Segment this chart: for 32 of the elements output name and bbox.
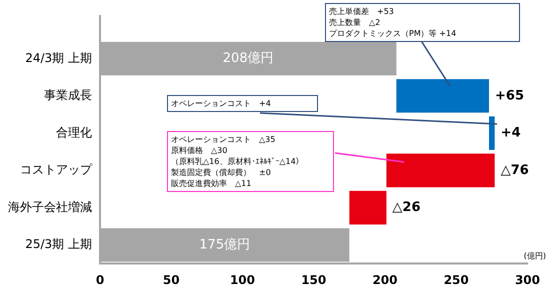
y-tick-label: 海外子会社増減 [8, 200, 92, 214]
x-tick-label: 50 [162, 272, 180, 287]
annotation: （原料乳△16、原材料･ｴﾈﾙｷﾞｰ△14） [171, 156, 305, 167]
y-tick-label: 合理化 [56, 125, 92, 140]
x-tick-label: 100 [230, 272, 256, 287]
x-tick-label: 0 [96, 272, 104, 287]
data-label: +65 [495, 88, 524, 104]
x-tick-label: 250 [444, 272, 469, 287]
x-tick-label: 300 [514, 272, 540, 287]
annotation: 原料価格 △30 [171, 145, 228, 156]
data-label: +4 [500, 126, 521, 141]
x-axis-title: (億円) [524, 252, 546, 261]
bar [349, 190, 386, 224]
data-label: 208億円 [222, 51, 274, 66]
data-label: △76 [500, 162, 529, 178]
bar [396, 79, 490, 113]
annotation: オペレーションコスト +4 [171, 98, 272, 109]
x-tick-label: 150 [301, 272, 326, 287]
y-tick-label: 24/3期 上期 [25, 50, 92, 65]
x-tick-label: 200 [372, 272, 398, 287]
y-tick-label: 25/3期 上期 [25, 237, 92, 252]
annotation: 販売促進費効率 △11 [171, 178, 252, 189]
y-tick-label: 事業成長 [44, 88, 92, 102]
callout-box: オペレーションコスト +4 [167, 95, 318, 112]
data-label: 175億円 [199, 237, 250, 252]
callout-box: 売上単価差 +53 売上数量 △2 プロダクトミックス（PM）等 +14 [325, 3, 520, 42]
data-label: △26 [392, 200, 420, 216]
annotation: オペレーションコスト △35 [171, 134, 276, 145]
bar [489, 116, 495, 150]
bar [386, 154, 495, 188]
annotation: 製造固定費（償却費） ±0 [171, 167, 272, 178]
y-tick-label: コストアップ [20, 162, 93, 177]
